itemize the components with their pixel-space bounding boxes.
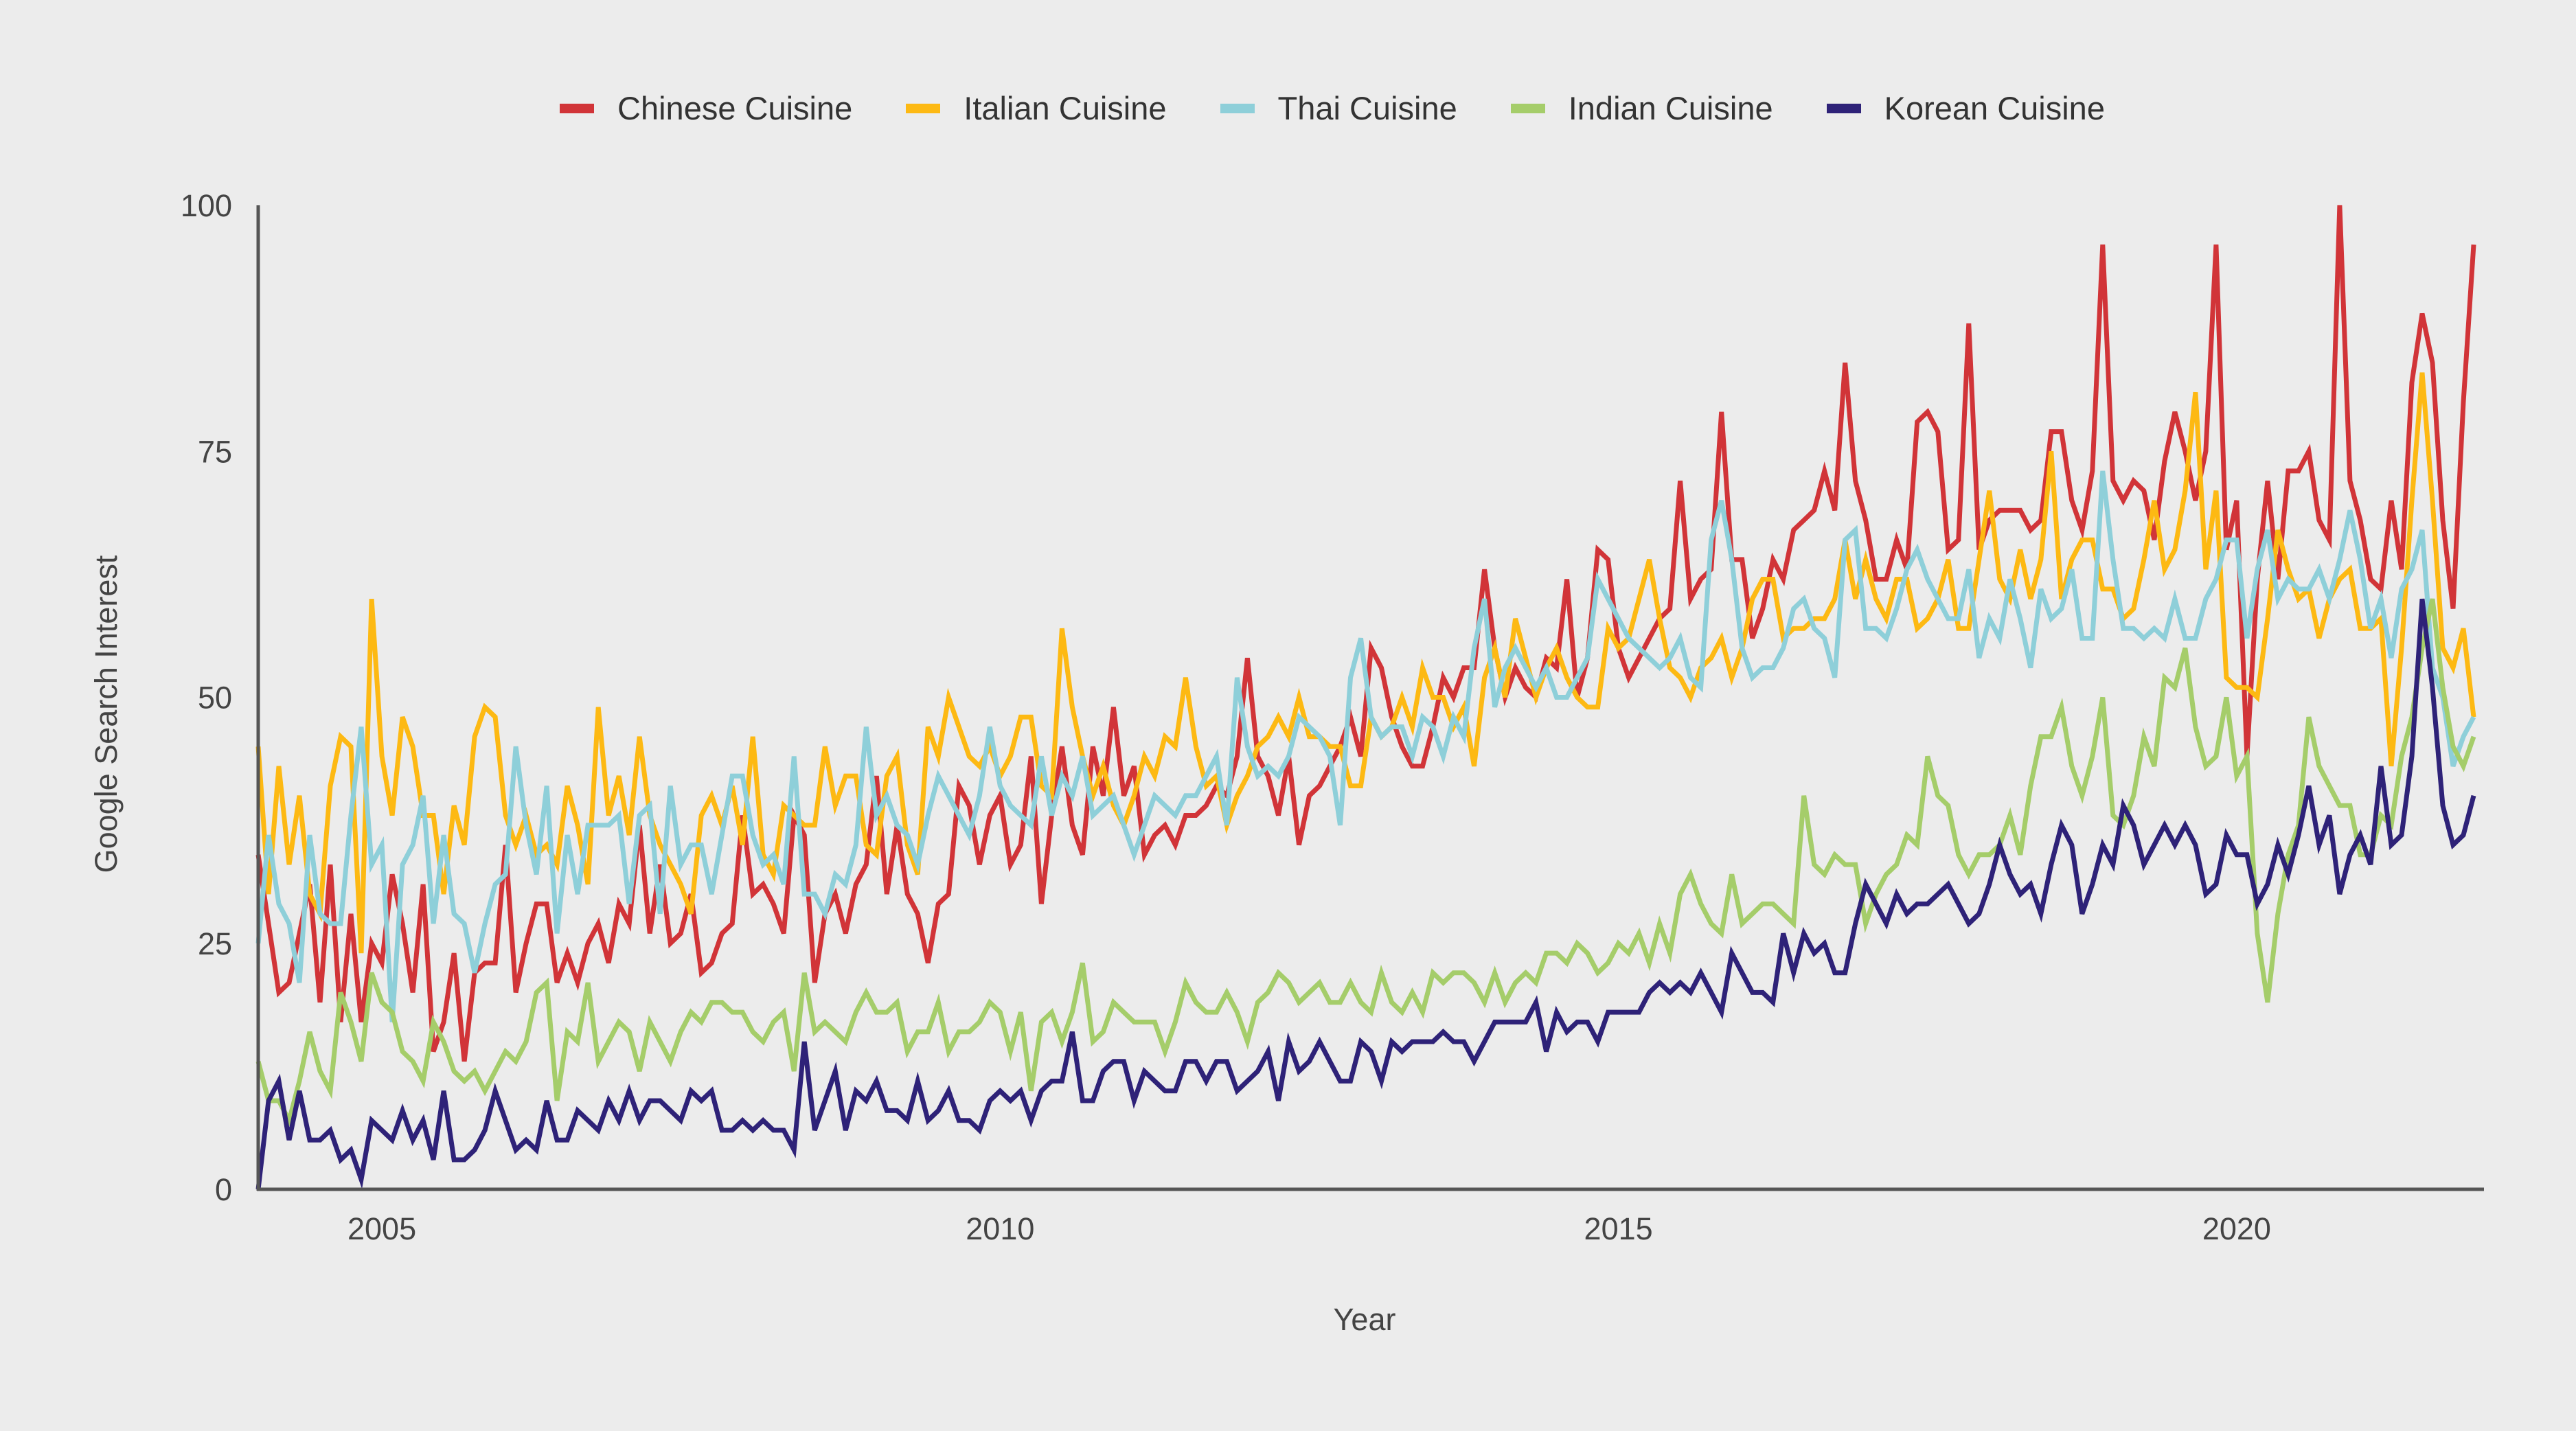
legend-label: Chinese Cuisine	[617, 90, 853, 126]
y-tick-label: 25	[198, 926, 232, 961]
y-tick-label: 0	[215, 1172, 232, 1207]
series-line-thai-cuisine	[255, 470, 2476, 1022]
legend-label: Italian Cuisine	[964, 90, 1167, 126]
x-tick-label: 2020	[2202, 1211, 2271, 1246]
legend-swatch	[906, 103, 941, 113]
legend-swatch	[1510, 103, 1545, 113]
x-axis-title: Year	[1334, 1302, 1396, 1337]
series-line-chinese-cuisine	[255, 205, 2476, 1062]
y-tick-label: 50	[198, 680, 232, 716]
legend: Chinese Cuisine Italian Cuisine Thai Cuisi…	[0, 89, 2576, 127]
legend-item: Thai Cuisine	[1220, 89, 1457, 127]
series-line-indian-cuisine	[255, 598, 2476, 1127]
series-line-korean-cuisine	[255, 598, 2476, 1190]
legend-label: Korean Cuisine	[1884, 90, 2105, 126]
legend-item: Korean Cuisine	[1826, 89, 2105, 127]
legend-label: Indian Cuisine	[1568, 90, 1773, 126]
y-axis-title: Google Search Interest	[89, 555, 124, 873]
legend-item: Chinese Cuisine	[560, 89, 852, 127]
legend-swatch	[1826, 103, 1861, 113]
legend-swatch	[1220, 103, 1255, 113]
x-tick-label: 2010	[966, 1211, 1034, 1246]
series-line-italian-cuisine	[255, 372, 2476, 954]
y-tick-label: 75	[198, 434, 232, 469]
x-tick-label: 2005	[347, 1211, 416, 1246]
legend-swatch	[560, 103, 595, 113]
legend-label: Thai Cuisine	[1277, 90, 1457, 126]
x-tick-label: 2015	[1584, 1211, 1653, 1246]
legend-item: Indian Cuisine	[1510, 89, 1773, 127]
legend-item: Italian Cuisine	[906, 89, 1167, 127]
y-tick-label: 100	[181, 188, 232, 223]
